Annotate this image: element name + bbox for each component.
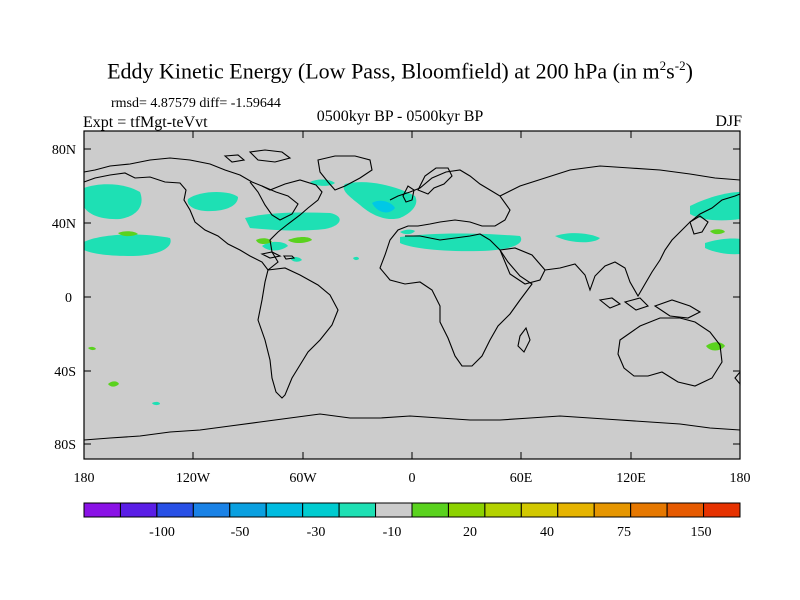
colorbar	[83, 502, 741, 518]
colorbar-box	[156, 502, 194, 518]
colorbar-box	[302, 502, 340, 518]
colorbar-box	[265, 502, 304, 518]
colorbar-box	[630, 502, 668, 518]
colorbar-label: 40	[540, 525, 554, 540]
colorbar-box	[83, 502, 121, 518]
experiment-label: Expt = tfMgt-teVvt	[83, 114, 208, 131]
colorbar-box	[411, 502, 449, 518]
colorbar-label: 75	[617, 525, 631, 540]
tick-marks	[83, 131, 741, 459]
colorbar-label: 20	[463, 525, 477, 540]
colorbar-box	[666, 502, 705, 518]
colorbar-box	[192, 502, 231, 518]
x-tick-label: 180	[730, 471, 751, 486]
colorbar-label: -10	[383, 525, 402, 540]
colorbar-box	[484, 502, 522, 518]
chart-title: Eddy Kinetic Energy (Low Pass, Bloomfiel…	[107, 58, 693, 84]
y-tick-label: 80N	[52, 143, 76, 158]
x-tick-label: 120W	[176, 471, 211, 486]
colorbar-label: -100	[149, 525, 175, 540]
x-tick-label: 120E	[616, 471, 646, 486]
colorbar-box	[520, 502, 559, 518]
coastlines	[83, 149, 741, 441]
colorbar-label: -50	[231, 525, 250, 540]
colorbar-label: 150	[691, 525, 712, 540]
x-tick-label: 60W	[289, 471, 317, 486]
period-label: 0500kyr BP - 0500kyr BP	[316, 108, 484, 125]
y-tick-label: 0	[65, 291, 72, 306]
season-label: DJF	[715, 113, 742, 130]
y-tick-label: 80S	[54, 438, 76, 453]
colorbar-box	[375, 502, 413, 518]
x-tick-label: 180	[74, 471, 95, 486]
map-background	[84, 131, 740, 459]
y-tick-label: 40S	[54, 365, 76, 380]
y-tick-label: 40N	[52, 217, 76, 232]
colorbar-box	[593, 502, 632, 518]
colorbar-box	[703, 502, 741, 518]
colorbar-label: -30	[307, 525, 326, 540]
colorbar-box	[119, 502, 158, 518]
colorbar-box	[338, 502, 377, 518]
stats-text: rmsd= 4.87579 diff= -1.59644	[111, 96, 281, 111]
x-tick-label: 60E	[510, 471, 533, 486]
colorbar-labels: -100 -50 -30 -10 20 40 75 150	[149, 525, 711, 540]
x-tick-label: 0	[409, 471, 416, 486]
colorbar-box	[447, 502, 486, 518]
colorbar-box	[229, 502, 267, 518]
colorbar-box	[557, 502, 595, 518]
